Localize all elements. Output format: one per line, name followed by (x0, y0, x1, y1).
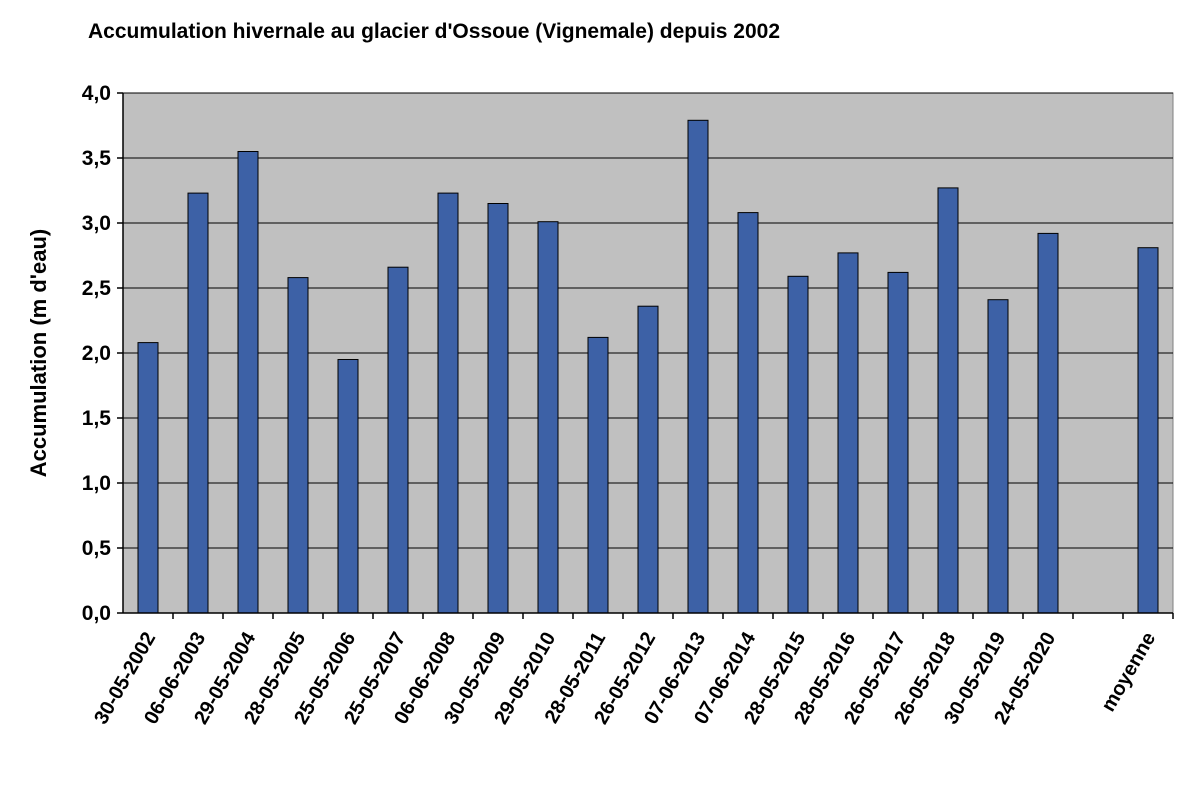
bar (937, 187, 959, 614)
y-tick-label: 2,0 (82, 342, 111, 365)
x-axis-ticks: 30-05-200206-06-200329-05-200428-05-2005… (90, 613, 1174, 728)
y-tick-label: 1,0 (82, 472, 111, 495)
y-tick-label: 4,0 (82, 82, 111, 105)
chart-title: Accumulation hivernale au glacier d'Osso… (88, 20, 780, 43)
y-tick-label: 0,0 (82, 602, 111, 625)
bar (637, 305, 659, 614)
bar (287, 277, 309, 614)
bar (787, 275, 809, 614)
bar (887, 271, 909, 614)
bar (987, 299, 1009, 614)
y-tick-label: 0,5 (82, 537, 112, 560)
bar (337, 359, 359, 614)
bar (537, 221, 559, 614)
y-axis-ticks: 0,0 0,5 1,0 1,5 2,0 2,5 3,0 3,5 4,0 (82, 82, 123, 625)
y-tick-label: 2,5 (82, 277, 112, 300)
y-axis-label: Accumulation (m d'eau) (26, 229, 51, 477)
y-tick-label: 3,5 (82, 147, 112, 170)
bar (687, 119, 709, 614)
bar (587, 336, 609, 614)
bar (737, 212, 759, 614)
bar (387, 266, 409, 614)
bar (137, 342, 159, 614)
bar (187, 192, 209, 614)
bar (237, 151, 259, 614)
x-tick-label: moyenne (1097, 629, 1160, 716)
bar (1137, 247, 1159, 614)
bar (437, 192, 459, 614)
bar (487, 203, 509, 614)
bar (1037, 232, 1059, 614)
y-tick-label: 3,0 (82, 212, 111, 235)
bars (137, 119, 1159, 614)
y-tick-label: 1,5 (82, 407, 112, 430)
bar (837, 252, 859, 614)
